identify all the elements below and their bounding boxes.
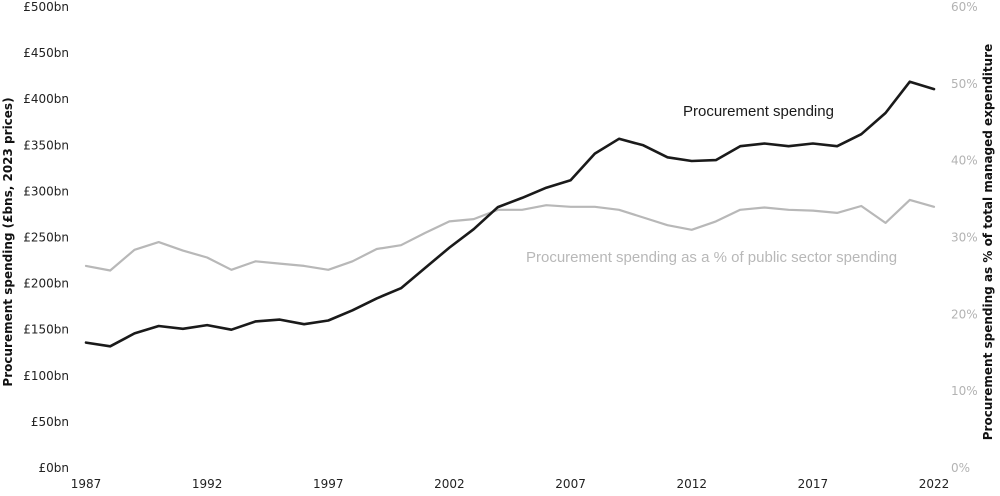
y-right-tick-label: 50% [951,77,978,91]
x-tick-label: 2022 [919,477,950,491]
y-left-tick-label: £0bn [39,461,70,475]
y-left-tick-label: £500bn [23,0,69,14]
x-tick-label: 2002 [434,477,465,491]
x-tick-label: 1997 [313,477,344,491]
y-right-tick-label: 0% [951,461,970,475]
y-left-tick-label: £400bn [23,92,69,106]
y-left-tick-label: £50bn [31,415,69,429]
x-tick-label: 1992 [192,477,223,491]
y-left-tick-label: £300bn [23,184,69,198]
procurement-pct-line [84,198,936,272]
series-label-procurement-pct: Procurement spending as a % of public se… [526,249,897,266]
y-axis-left-title: Procurement spending (£bns, 2023 prices) [1,97,15,386]
x-tick-label: 2012 [676,477,707,491]
series-label-procurement: Procurement spending [683,103,834,120]
procurement-spending-line [84,80,936,348]
y-axis-left-ticks: £0bn £50bn £100bn £150bn £200bn £250bn £300bn £… [23,0,69,475]
y-left-tick-label: £250bn [23,231,69,245]
y-right-tick-label: 30% [951,231,978,245]
y-left-tick-label: £150bn [23,323,69,337]
x-axis-ticks: 1987 1992 1997 2002 2007 2012 2017 2022 [71,477,950,491]
y-left-tick-label: £200bn [23,277,69,291]
x-tick-label: 2017 [798,477,829,491]
x-tick-label: 2007 [555,477,586,491]
y-right-tick-label: 60% [951,0,978,14]
y-right-tick-label: 40% [951,154,978,168]
y-left-tick-label: £450bn [23,46,69,60]
y-axis-right-ticks: 0% 10% 20% 30% 40% 50% 60% [951,0,978,475]
y-left-tick-label: £100bn [23,369,69,383]
y-left-tick-label: £350bn [23,138,69,152]
x-tick-label: 1987 [71,477,102,491]
y-right-tick-label: 20% [951,307,978,321]
y-axis-right-title: Procurement spending as % of total manag… [981,44,995,441]
series-lines [84,80,936,348]
y-right-tick-label: 10% [951,384,978,398]
